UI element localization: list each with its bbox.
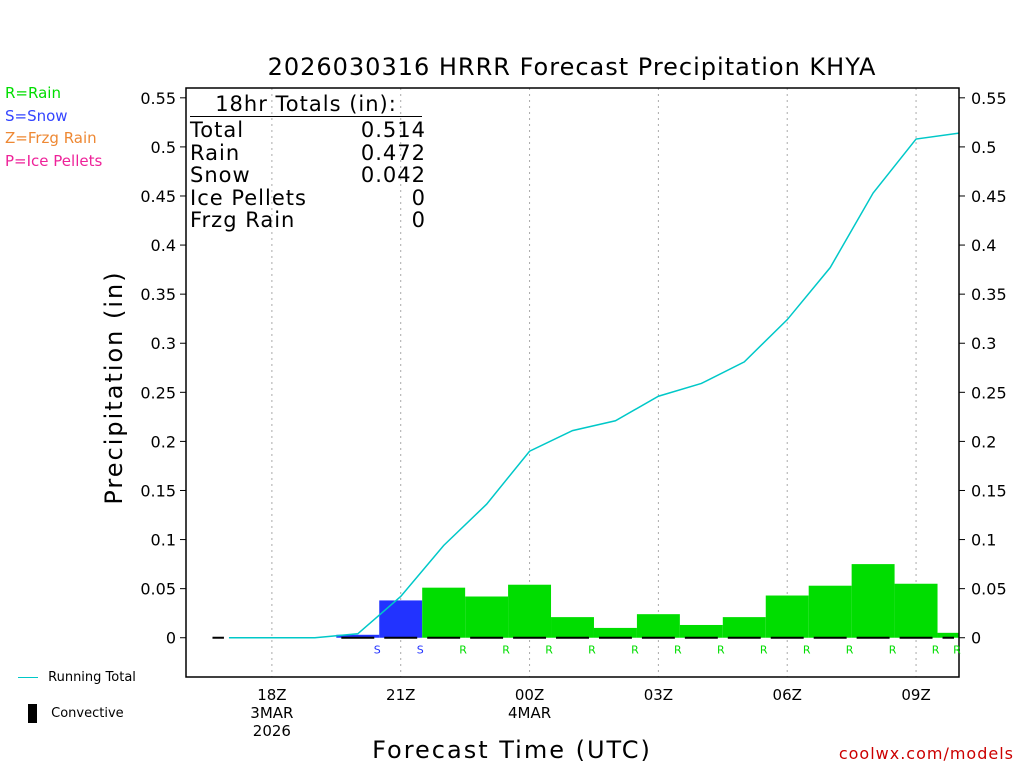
y-tick-label-right: 0.15 [971, 481, 1007, 500]
precip-bar [808, 585, 852, 638]
credit-text: coolwx.com/models [838, 744, 1014, 763]
totals-label: Snow [190, 163, 251, 187]
totals-value: 0.514 [360, 118, 426, 142]
y-tick-label-left: 0.35 [140, 285, 176, 304]
legend-convective: Convective [18, 704, 124, 723]
precip-type-label: R [631, 644, 639, 657]
precip-type-label: S [374, 644, 381, 657]
precip-bar [851, 564, 895, 638]
precip-bar [765, 595, 809, 638]
precip-type-label: R [674, 644, 682, 657]
x-tick-label: 18Z [257, 686, 286, 704]
x-axis-label: Forecast Time (UTC) [372, 736, 652, 764]
plot-frame [185, 87, 960, 678]
x-tick-label: 06Z [773, 686, 802, 704]
x-tick-label: 03Z [644, 686, 673, 704]
totals-row-rain: Rain 0.472 [190, 140, 426, 165]
totals-label: Rain [190, 140, 241, 165]
y-axis-label: Precipitation (in) [100, 270, 128, 504]
totals-value: 0.042 [360, 163, 426, 187]
y-tick-label-right: 0.2 [971, 432, 996, 451]
totals-row-total: Total 0.514 [190, 119, 426, 142]
precip-type-label: S [417, 644, 424, 657]
y-tick-label-left: 0.15 [140, 481, 176, 500]
precip-type-label: R [545, 644, 553, 657]
totals-label: Total [190, 118, 245, 142]
totals-value: 0.472 [360, 140, 426, 165]
totals-value: 0 [411, 185, 426, 210]
totals-row-frzg-rain: Frzg Rain 0 [190, 209, 426, 232]
y-tick-label-left: 0.1 [151, 531, 176, 550]
convective-label: Convective [51, 706, 124, 721]
precip-bar [379, 600, 423, 638]
x-tick-label: 3MAR [250, 704, 293, 722]
precip-bar [679, 624, 723, 638]
precip-bar [894, 583, 938, 638]
precip-bar [422, 587, 466, 638]
precip-bar [636, 614, 680, 638]
y-tick-label-right: 0.25 [971, 383, 1007, 402]
y-tick-label-right: 0.05 [971, 580, 1007, 599]
y-tick-label-left: 0.45 [140, 187, 176, 206]
precip-type-label: R [588, 644, 596, 657]
y-tick-label-left: 0.05 [140, 580, 176, 599]
chart-title: 2026030316 HRRR Forecast Precipitation K… [268, 53, 877, 81]
precip-bar [336, 634, 380, 638]
precip-bar [722, 617, 766, 638]
precip-type-label: R [803, 644, 811, 657]
x-tick-label: 09Z [901, 686, 930, 704]
legend-frzg-rain: Z=Frzg Rain [5, 129, 97, 147]
y-tick-label-right: 0.35 [971, 285, 1007, 304]
totals-label: Ice Pellets [190, 185, 307, 210]
y-tick-label-left: 0.5 [151, 138, 176, 157]
precip-type-label: R [502, 644, 510, 657]
precip-type-label: R [717, 644, 725, 657]
totals-label: Frzg Rain [190, 208, 296, 232]
y-tick-label-right: 0.55 [971, 89, 1007, 108]
y-tick-label-right: 0.4 [971, 236, 996, 255]
y-tick-label-right: 0 [971, 629, 981, 648]
legend-running-total: Running Total [18, 670, 136, 685]
running-total-line [228, 132, 960, 639]
precip-type-legend: R=Rain S=Snow Z=Frzg Rain P=Ice Pellets [5, 82, 102, 172]
totals-value: 0 [411, 208, 426, 232]
precip-type-label: R [953, 644, 961, 657]
y-tick-label-left: 0.4 [151, 236, 176, 255]
y-tick-label-left: 0.55 [140, 89, 176, 108]
precip-bar [593, 627, 637, 638]
y-tick-label-left: 0.25 [140, 383, 176, 402]
x-tick-label: 2026 [253, 722, 291, 740]
legend-snow: S=Snow [5, 106, 68, 125]
y-tick-label-left: 0 [166, 629, 176, 648]
y-tick-label-right: 0.1 [971, 531, 996, 550]
x-tick-label: 4MAR [508, 704, 551, 722]
running-total-swatch [18, 677, 38, 678]
precip-type-label: R [932, 644, 940, 657]
x-tick-label: 00Z [515, 686, 544, 704]
convective-swatch [28, 704, 37, 723]
y-tick-label-left: 0.3 [151, 334, 176, 353]
precip-type-label: R [889, 644, 897, 657]
y-tick-label-left: 0.2 [151, 432, 176, 451]
precip-bar [551, 617, 594, 638]
running-total-label: Running Total [48, 670, 136, 685]
totals-header: 18hr Totals (in): [190, 92, 422, 117]
totals-box: 18hr Totals (in): Total 0.514 Rain 0.472… [190, 92, 426, 232]
precip-type-label: R [760, 644, 768, 657]
precip-bar [465, 596, 509, 638]
legend-ice-pellets: P=Ice Pellets [5, 151, 103, 170]
precip-bar [937, 632, 959, 638]
precip-type-label: R [846, 644, 854, 657]
legend-rain: R=Rain [5, 84, 61, 102]
x-tick-label: 21Z [386, 686, 415, 704]
precip-bar [508, 584, 552, 638]
totals-row-snow: Snow 0.042 [190, 164, 426, 187]
totals-row-ice-pellets: Ice Pellets 0 [190, 185, 426, 210]
y-tick-label-right: 0.5 [971, 138, 996, 157]
precip-type-label: R [459, 644, 467, 657]
y-tick-label-right: 0.3 [971, 334, 996, 353]
y-tick-label-right: 0.45 [971, 187, 1007, 206]
